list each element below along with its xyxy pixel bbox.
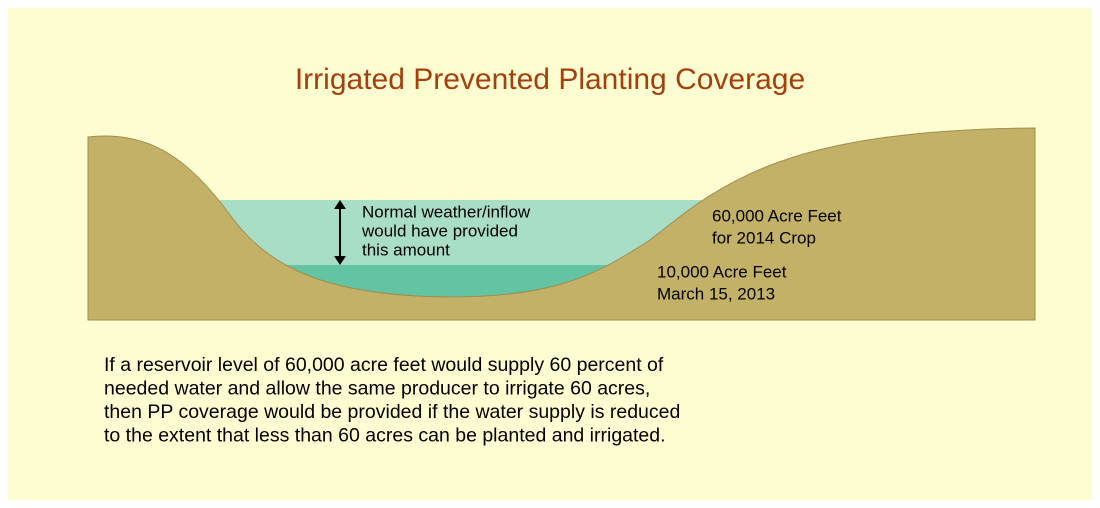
slide: Irrigated Prevented Planting Coverage No… xyxy=(0,0,1100,508)
annotation-line: Normal weather/inflow xyxy=(362,202,531,221)
upper-level-label: for 2014 Crop xyxy=(712,228,816,247)
lower-level-label: March 15, 2013 xyxy=(657,284,775,303)
paragraph-line: If a reservoir level of 60,000 acre feet… xyxy=(104,354,664,376)
annotation-line: would have provided xyxy=(361,221,518,240)
paragraph-line: then PP coverage would be provided if th… xyxy=(104,401,680,423)
paragraph-line: to the extent that less than 60 acres ca… xyxy=(104,425,666,447)
annotation-line: this amount xyxy=(362,240,450,259)
upper-level-label: 60,000 Acre Feet xyxy=(712,206,842,225)
title: Irrigated Prevented Planting Coverage xyxy=(295,63,805,96)
paragraph-line: needed water and allow the same producer… xyxy=(104,378,650,400)
lower-level-label: 10,000 Acre Feet xyxy=(657,262,787,281)
